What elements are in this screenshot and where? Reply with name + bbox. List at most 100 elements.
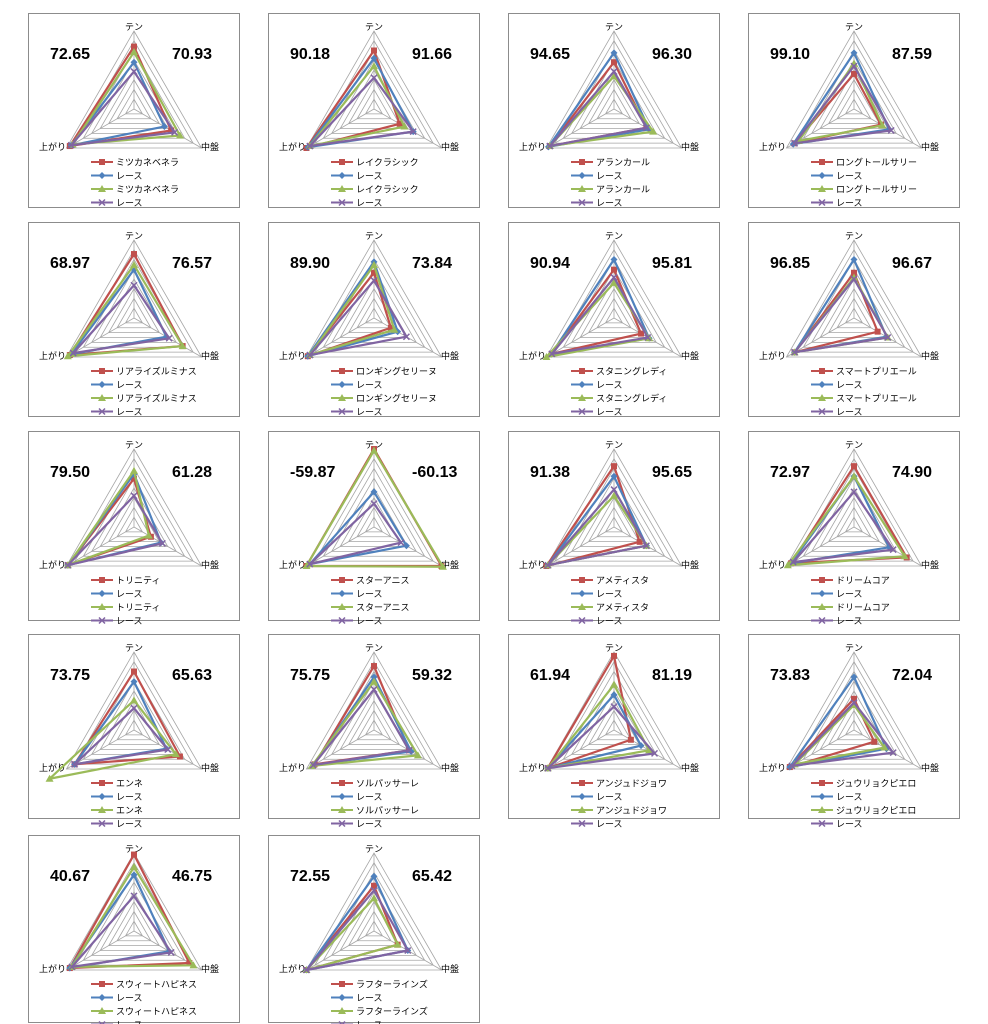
- grid-ring: [82, 871, 186, 961]
- data-point: [130, 678, 138, 686]
- legend-marker: [338, 407, 346, 416]
- right-score: 65.42: [412, 868, 452, 885]
- grid-ring: [356, 910, 392, 942]
- grid-ring: [116, 297, 152, 329]
- data-point: [610, 491, 618, 499]
- axis-label: 中盤: [921, 559, 939, 571]
- grid-ring: [844, 719, 864, 736]
- legend-marker: [98, 793, 106, 800]
- axis-label: 上がり: [519, 559, 546, 571]
- axis-label: 上がり: [279, 559, 306, 571]
- grid-ring: [356, 88, 392, 120]
- data-point: [131, 668, 137, 675]
- axis-label: 中盤: [201, 762, 219, 774]
- legend-label: レース: [116, 1021, 143, 1024]
- series-line: [308, 502, 403, 566]
- grid-ring: [554, 660, 674, 765]
- legend-marker: [98, 394, 106, 401]
- grid-ring: [356, 506, 392, 538]
- data-point: [370, 446, 378, 454]
- data-point: [851, 70, 857, 77]
- grid-ring: [587, 287, 641, 334]
- legend-marker: [818, 394, 826, 401]
- axis-spoke: [133, 526, 202, 567]
- legend-label: レース: [836, 820, 863, 830]
- data-point: [370, 685, 378, 693]
- legend-label: レース: [836, 617, 863, 627]
- legend-marker: [99, 368, 105, 374]
- series-line: [310, 680, 420, 767]
- axis-label: 中盤: [921, 350, 939, 362]
- left-score: 72.65: [50, 46, 90, 63]
- radar-chart-panel: テン 中盤 上がり 89.90 73.84 ロンギングセリーヌ レース ロンギングセリーヌ レー…: [268, 222, 480, 418]
- data-point: [610, 680, 618, 688]
- legend-marker: [338, 603, 346, 610]
- legend-marker: [578, 616, 586, 625]
- data-point: [370, 673, 378, 681]
- axis-label: テン: [605, 440, 623, 451]
- axis-label: 中盤: [921, 141, 939, 153]
- legend-label: レース: [356, 199, 383, 209]
- legend-label: アランカール: [596, 185, 650, 196]
- right-score: 91.66: [412, 46, 452, 63]
- data-point: [130, 696, 138, 704]
- legend-marker: [338, 994, 346, 1001]
- left-score: 89.90: [290, 255, 330, 272]
- legend-label: ドリームコア: [836, 576, 890, 587]
- data-point: [371, 269, 377, 276]
- grid-ring: [116, 88, 152, 120]
- left-score: 94.65: [530, 46, 570, 63]
- radar-chart-panel: テン中盤上がり40.6746.75スウィートハピネスレーススウィートハピネスレー…: [28, 835, 240, 1024]
- legend-marker: [99, 981, 105, 987]
- axis-label: テン: [125, 844, 143, 855]
- grid-ring: [785, 448, 923, 567]
- data-point: [370, 74, 378, 82]
- grid-ring: [65, 651, 203, 770]
- data-point: [644, 333, 652, 342]
- left-score: 75.75: [290, 667, 330, 684]
- series-line: [305, 449, 445, 568]
- data-point: [160, 123, 168, 131]
- data-point: [851, 269, 857, 276]
- grid-ring: [785, 239, 923, 358]
- data-point: [783, 561, 792, 569]
- data-point: [307, 761, 316, 769]
- legend-label: ロングトールサリー: [836, 184, 917, 196]
- axis-label: テン: [125, 231, 143, 242]
- grid-ring: [364, 719, 384, 736]
- axis-label: 上がり: [759, 762, 786, 774]
- grid-ring: [364, 516, 384, 533]
- legend-marker: [98, 1020, 106, 1024]
- legend-marker: [98, 806, 106, 813]
- series-line: [305, 49, 401, 150]
- data-point: [45, 774, 54, 782]
- data-point: [302, 562, 311, 569]
- grid-ring: [91, 477, 177, 552]
- legend-label: レース: [836, 408, 863, 418]
- data-point: [850, 488, 858, 496]
- grid-ring: [545, 651, 683, 770]
- legend-label: レース: [596, 820, 623, 830]
- legend-marker: [98, 198, 106, 207]
- data-point: [175, 131, 184, 139]
- axis-spoke: [66, 108, 135, 149]
- legend-label: アンジュドジョワ: [596, 780, 667, 790]
- data-point: [131, 251, 137, 258]
- right-score: 96.67: [892, 255, 932, 272]
- legend-marker: [818, 172, 826, 179]
- grid-ring: [116, 709, 152, 741]
- right-score: 95.65: [652, 464, 692, 481]
- data-point: [130, 281, 138, 289]
- legend-marker: [578, 793, 586, 800]
- series-line: [308, 64, 406, 148]
- grid-ring: [844, 516, 864, 533]
- left-score: 96.85: [770, 255, 810, 272]
- axis-spoke: [546, 526, 615, 567]
- grid-ring: [604, 98, 624, 115]
- radar-chart-panel: テン 中盤 上がり 96.85 96.67 スマートプリエール レース スマートプリエール レー…: [748, 222, 960, 418]
- grid-ring: [305, 239, 443, 358]
- legend-marker: [578, 603, 586, 610]
